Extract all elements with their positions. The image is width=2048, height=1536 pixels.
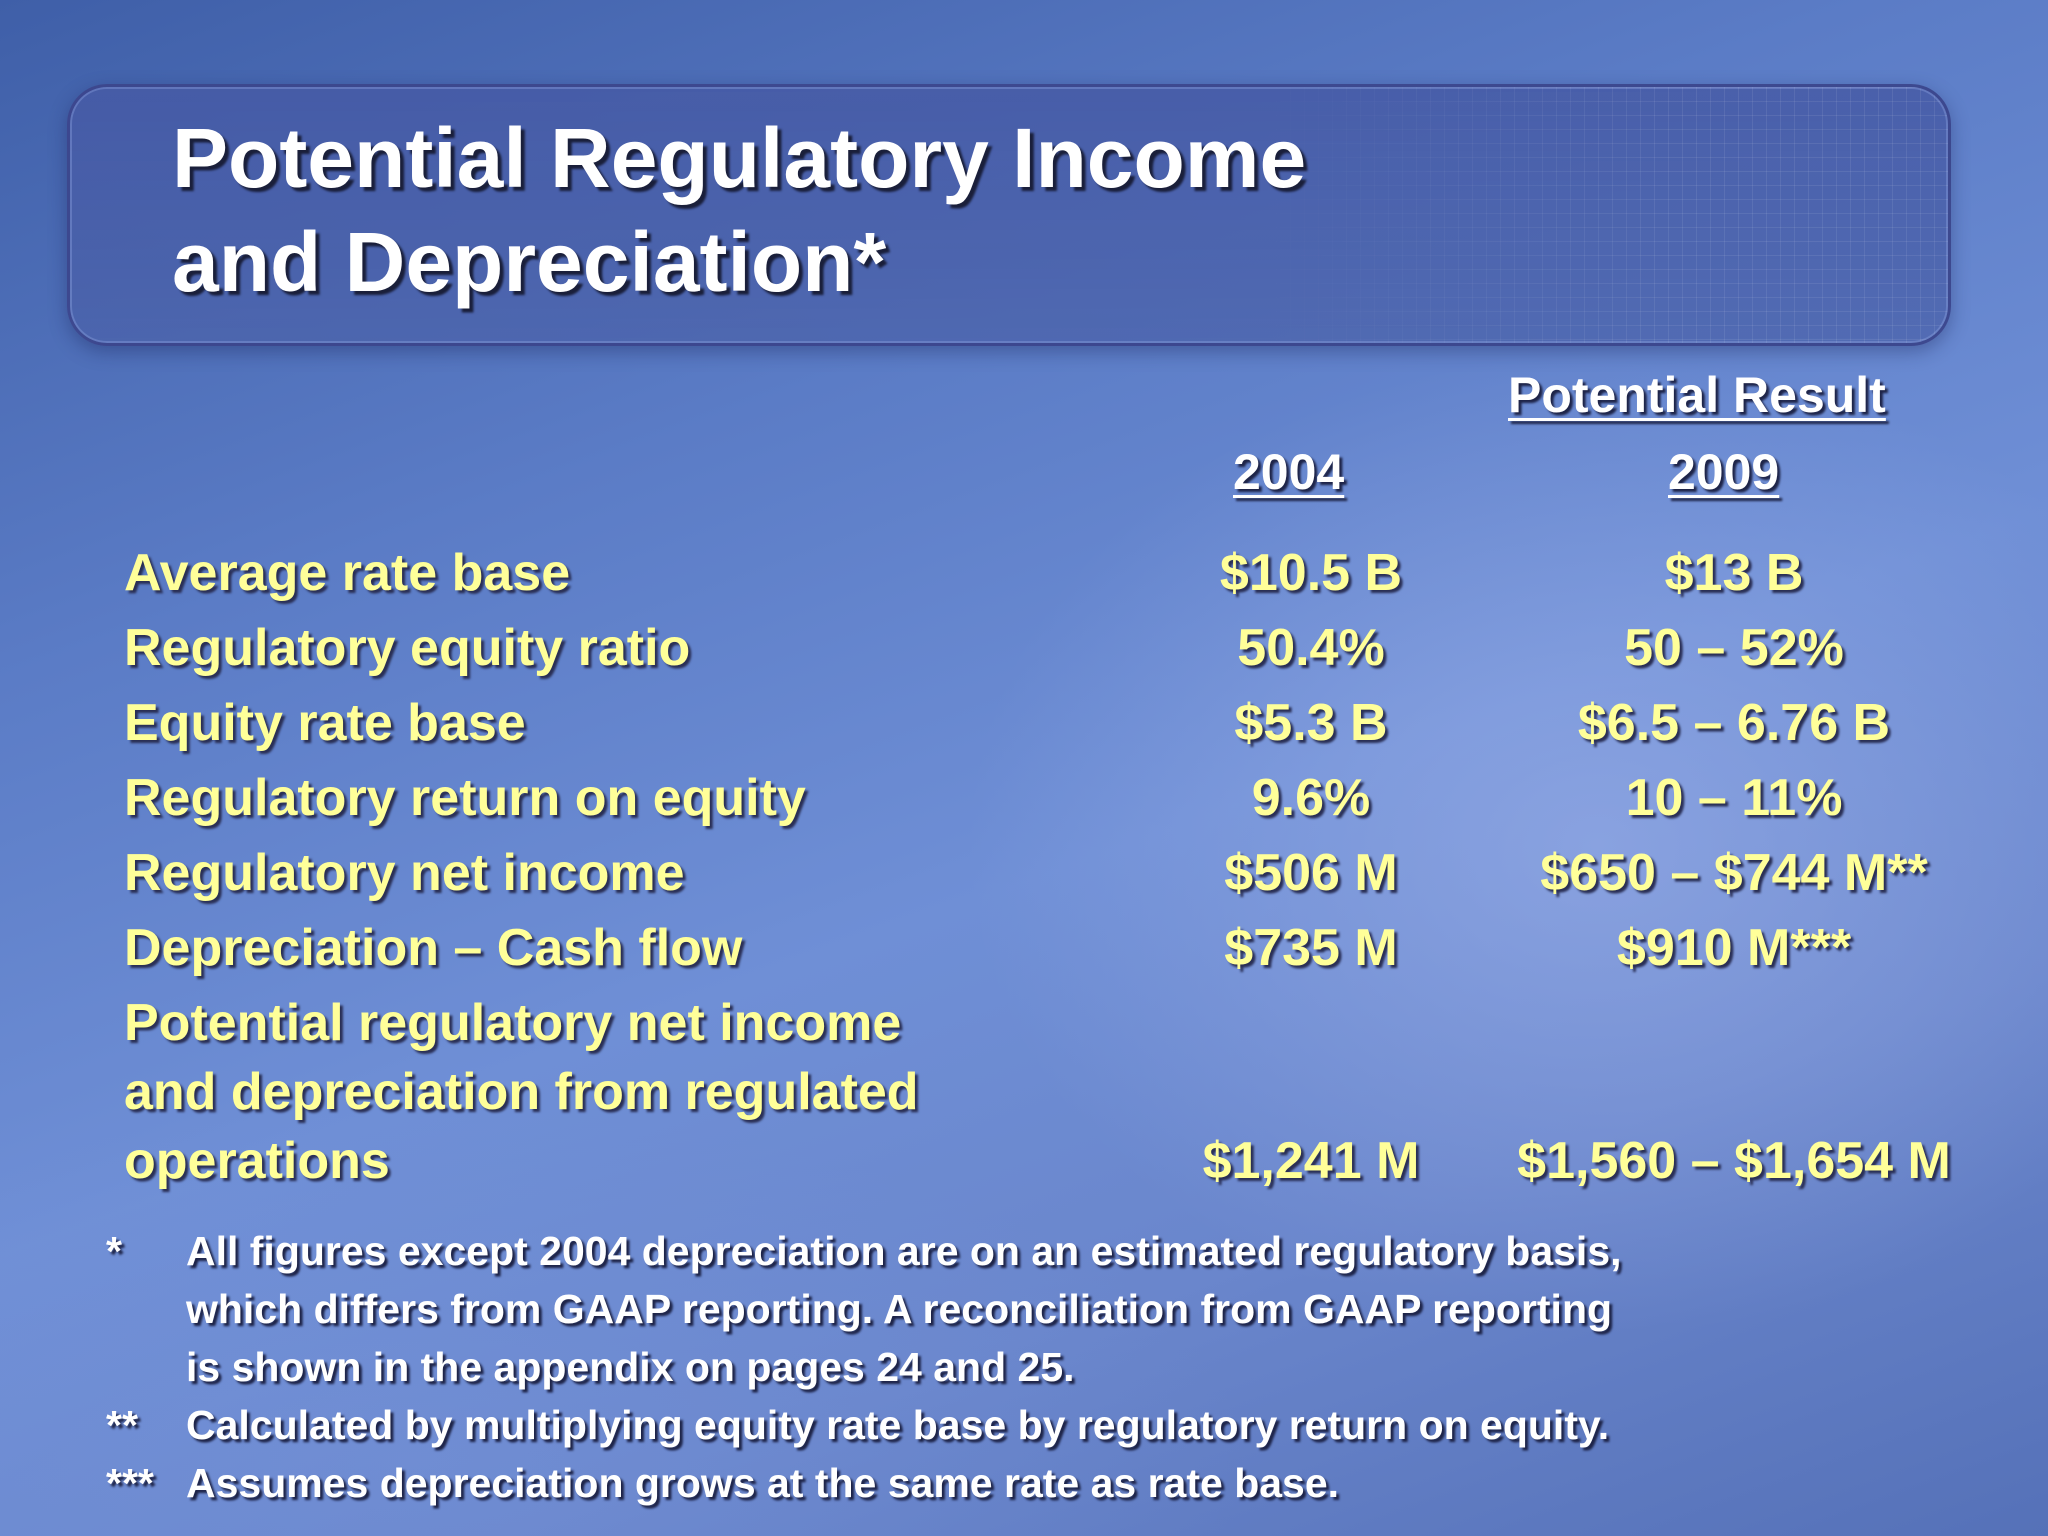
- value-2004: $735 M: [1224, 919, 1398, 977]
- total-value-2004: $1,241 M: [1202, 1132, 1420, 1190]
- slide-title: Potential Regulatory Income and Deprecia…: [172, 106, 1306, 314]
- value-2009: $910 M***: [1616, 919, 1852, 977]
- total-label-line-1: Potential regulatory net income: [124, 994, 902, 1052]
- value-2004: $5.3 B: [1234, 694, 1388, 752]
- row-label-depreciation-cash-flow: Depreciation – Cash flow: [124, 919, 743, 977]
- value-2004: $506 M: [1224, 844, 1398, 902]
- total-label-line-3: operations: [124, 1132, 390, 1190]
- footnote: *** Assumes depreciation grows at the sa…: [106, 1454, 1986, 1512]
- value-2004: 9.6%: [1251, 769, 1371, 827]
- footnote-mark: **: [106, 1402, 138, 1448]
- slide-title-line-2: and Depreciation*: [172, 215, 887, 309]
- value-2009: $13 B: [1664, 544, 1804, 602]
- header-2009: 2009: [1668, 444, 1780, 500]
- title-panel: [67, 84, 1951, 346]
- row-label-equity-rate-base: Equity rate base: [124, 694, 526, 752]
- row-label-average-rate-base: Average rate base: [124, 544, 571, 602]
- footnote-mark: *: [106, 1228, 122, 1274]
- footnote-line: Assumes depreciation grows at the same r…: [186, 1460, 1340, 1506]
- row-label-regulatory-return-on-equity: Regulatory return on equity: [124, 769, 806, 827]
- value-2009: 10 – 11%: [1625, 769, 1843, 827]
- header-2004: 2004: [1233, 444, 1345, 500]
- footnote-mark: ***: [106, 1460, 154, 1506]
- header-potential-result: Potential Result: [1508, 367, 1886, 423]
- value-2009: $6.5 – 6.76 B: [1577, 694, 1891, 752]
- row-label-regulatory-net-income: Regulatory net income: [124, 844, 685, 902]
- total-value-2009: $1,560 – $1,654 M: [1517, 1132, 1951, 1190]
- slide-title-line-1: Potential Regulatory Income: [172, 111, 1307, 205]
- row-label-regulatory-equity-ratio: Regulatory equity ratio: [124, 619, 691, 677]
- value-2009: 50 – 52%: [1624, 619, 1844, 677]
- footnote-line: is shown in the appendix on pages 24 and…: [186, 1344, 1075, 1390]
- footnote-line: All figures except 2004 depreciation are…: [186, 1228, 1622, 1274]
- value-2009: $650 – $744 M**: [1540, 844, 1928, 902]
- value-2004: 50.4%: [1237, 619, 1385, 677]
- footnotes: * All figures except 2004 depreciation a…: [106, 1222, 1986, 1512]
- footnote: * All figures except 2004 depreciation a…: [106, 1222, 1986, 1396]
- title-panel-grid-texture: [1248, 87, 1948, 343]
- footnote: ** Calculated by multiplying equity rate…: [106, 1396, 1986, 1454]
- total-label-line-2: and depreciation from regulated: [124, 1063, 919, 1121]
- footnote-line: which differs from GAAP reporting. A rec…: [186, 1286, 1613, 1332]
- value-2004: $10.5 B: [1219, 544, 1403, 602]
- footnote-line: Calculated by multiplying equity rate ba…: [186, 1402, 1610, 1448]
